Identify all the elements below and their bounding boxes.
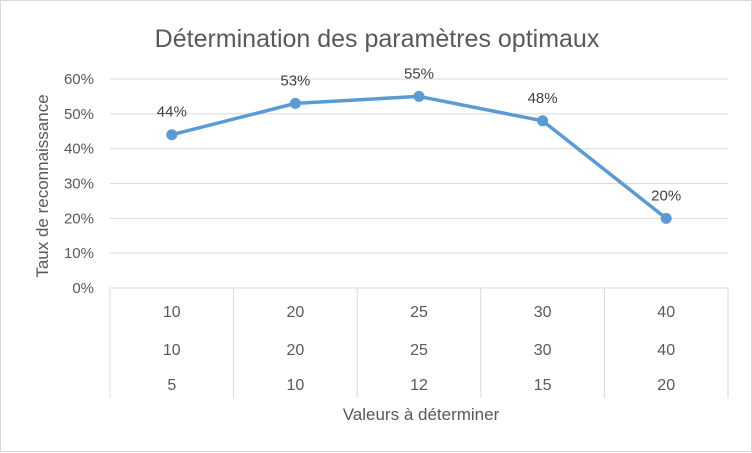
data-label: 44% <box>157 104 187 121</box>
data-label: 53% <box>280 72 310 89</box>
x-tick-label: 5 <box>167 377 176 394</box>
x-tick-label: 20 <box>287 304 305 321</box>
data-label: 20% <box>651 187 681 204</box>
y-axis-ticks: 0% 10% 20% 30% 40% 50% 60% <box>64 71 94 297</box>
data-labels: 44% 53% 55% 48% 20% <box>157 65 681 204</box>
x-tick-label: 40 <box>657 342 675 359</box>
chart-title: Détermination des paramètres optimaux <box>155 25 600 53</box>
data-point <box>289 97 301 109</box>
x-tick-label: 10 <box>287 377 305 394</box>
data-point <box>537 115 549 127</box>
data-point <box>413 90 425 102</box>
x-tick-label: 25 <box>410 342 428 359</box>
series-layer <box>166 90 672 224</box>
y-tick-label: 60% <box>64 71 94 88</box>
y-axis-title: Taux de reconnaissance <box>33 94 52 277</box>
data-point <box>166 129 178 141</box>
x-tick-label: 20 <box>657 377 675 394</box>
x-tick-label: 25 <box>410 304 428 321</box>
x-tick-label: 30 <box>534 342 552 359</box>
data-point <box>660 212 672 224</box>
y-tick-label: 40% <box>64 141 94 158</box>
y-tick-label: 20% <box>64 210 94 227</box>
y-tick-label: 50% <box>64 106 94 123</box>
x-tick-label: 10 <box>163 342 181 359</box>
series-line <box>171 94 668 220</box>
y-tick-label: 10% <box>64 245 94 262</box>
y-tick-label: 0% <box>72 280 94 297</box>
data-label: 48% <box>528 90 558 107</box>
data-label: 55% <box>404 65 434 82</box>
y-tick-label: 30% <box>64 176 94 193</box>
x-axis-title: Valeurs à déterminer <box>343 405 500 424</box>
x-tick-label: 20 <box>287 342 305 359</box>
x-tick-label: 10 <box>163 304 181 321</box>
x-tick-label: 30 <box>534 304 552 321</box>
x-tick-label: 15 <box>534 377 552 394</box>
x-tick-label: 40 <box>657 304 675 321</box>
category-table: 10 10 5 20 20 10 25 25 12 30 30 15 40 40 20 <box>109 288 729 398</box>
x-tick-label: 12 <box>410 377 428 394</box>
gridlines <box>110 78 728 289</box>
